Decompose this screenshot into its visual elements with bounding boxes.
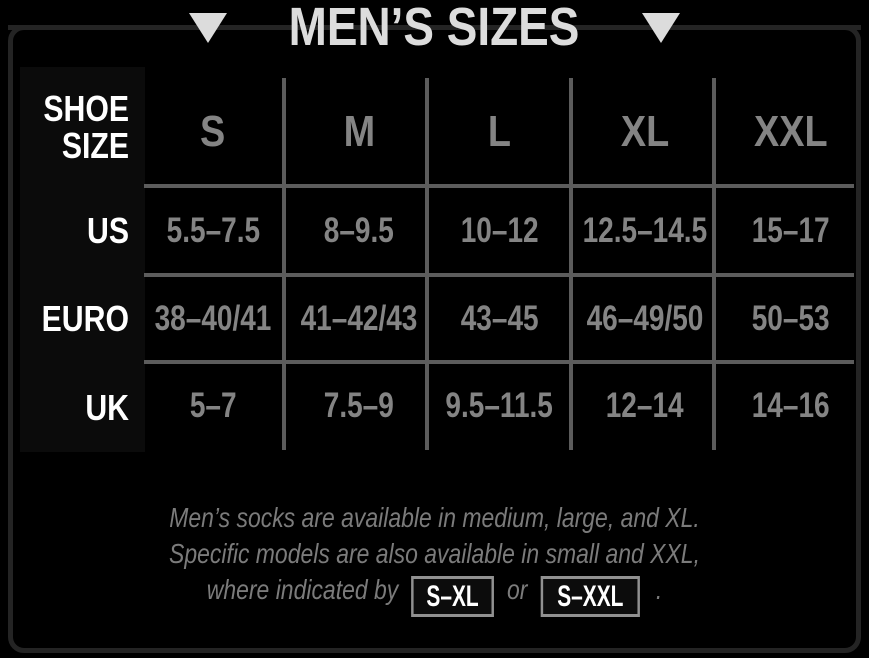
grid-line-horizontal	[144, 184, 854, 188]
table-cell-euro-l: 43–45	[460, 298, 539, 338]
row-label-column: SHOE SIZE US EURO UK	[20, 67, 145, 452]
col-header-s: S	[200, 107, 226, 156]
down-triangle-icon	[641, 12, 680, 43]
col-header-xl: XL	[620, 107, 670, 156]
size-range-badge-s-xxl: S–XXL	[540, 576, 640, 617]
title-rule-left	[8, 25, 148, 30]
grid-line-vertical	[425, 78, 429, 450]
table-cell-euro-xxl: 50–53	[751, 298, 830, 338]
col-header-m: M	[343, 107, 375, 156]
footnote-line3: where indicated by S–XL or S–XXL .	[78, 572, 791, 617]
table-cell-uk-xl: 12–14	[606, 386, 684, 425]
table-cell-us-s: 5.5–7.5	[166, 210, 260, 250]
row-label-us: US	[86, 210, 129, 251]
grid-line-vertical	[569, 78, 573, 450]
table-cell-uk-s: 5–7	[189, 386, 237, 425]
col-header-l: L	[487, 107, 512, 156]
corner-label: SHOE SIZE	[20, 67, 145, 186]
grid-line-vertical	[282, 78, 286, 450]
corner-label-line1: SHOE	[43, 87, 129, 129]
corner-label-line2: SIZE	[61, 124, 129, 166]
size-range-badge-s-xl: S–XL	[411, 576, 495, 617]
grid-line-horizontal	[144, 360, 854, 364]
table-cell-euro-m: 41–42/43	[300, 298, 418, 338]
row-label-euro: EURO	[41, 298, 129, 339]
footnote-line3-period: .	[655, 574, 663, 605]
row-label-uk: UK	[85, 386, 129, 428]
table-cell-us-xxl: 15–17	[751, 210, 830, 250]
table-cell-uk-xxl: 14–16	[751, 386, 830, 425]
table-cell-euro-xl: 46–49/50	[586, 298, 704, 338]
footnote: Men’s socks are available in medium, lar…	[78, 500, 791, 617]
table-cell-us-l: 10–12	[460, 210, 539, 250]
footnote-line2: Specific models are also available in sm…	[169, 538, 700, 569]
table-cell-uk-l: 9.5–11.5	[445, 386, 554, 425]
grid-line-vertical	[712, 78, 716, 450]
down-triangle-icon	[189, 12, 228, 43]
col-header-xxl: XXL	[753, 107, 828, 156]
size-table: S M L XL XXL 5.5–7.5 8–9.5 10–12 12.5–14…	[140, 78, 858, 450]
footnote-line1: Men’s socks are available in medium, lar…	[169, 502, 700, 533]
grid-line-horizontal	[144, 273, 854, 277]
table-cell-us-xl: 12.5–14.5	[582, 210, 708, 250]
chart-title-band: MEN’S SIZES	[0, 0, 869, 55]
page-title: MEN’S SIZES	[289, 0, 580, 57]
footnote-line3-or: or	[506, 574, 528, 605]
table-cell-euro-s: 38–40/41	[154, 298, 272, 338]
title-rule-right	[721, 25, 861, 30]
table-cell-uk-m: 7.5–9	[323, 386, 395, 425]
chart-border-frame	[8, 25, 861, 653]
footnote-line3-prefix: where indicated by	[206, 574, 399, 605]
table-cell-us-m: 8–9.5	[323, 210, 395, 250]
